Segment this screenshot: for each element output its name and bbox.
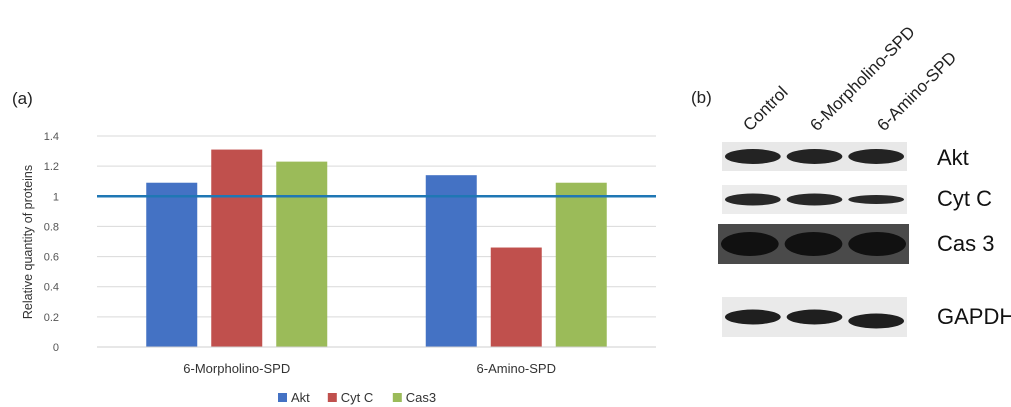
y-axis-title: Relative quantity of proteins xyxy=(21,165,35,319)
legend: Akt Cyt C Cas3 xyxy=(278,390,436,405)
y-tick-label: 0 xyxy=(53,342,59,354)
blot-row-label: Cyt C xyxy=(937,186,992,211)
y-tick-label: 0.6 xyxy=(44,252,59,264)
y-axis-ticks: 0 0.2 0.4 0.6 0.8 1 1.2 1.4 xyxy=(44,131,59,354)
panel-a-label: (a) xyxy=(12,89,33,108)
blot-band xyxy=(786,193,843,206)
blot-strip xyxy=(722,185,907,214)
blot-band xyxy=(725,309,781,325)
category-labels: 6-Morpholino-SPD 6-Amino-SPD xyxy=(183,361,556,376)
y-tick-label: 0.8 xyxy=(44,221,59,233)
blot-band xyxy=(848,313,905,329)
blot-band xyxy=(848,232,907,256)
bar-cyt-c-2 xyxy=(490,247,542,347)
legend-label: Akt xyxy=(291,390,310,405)
legend-swatch xyxy=(327,393,337,402)
blot-band xyxy=(786,309,843,325)
bar-cas3-1 xyxy=(276,161,328,347)
blot-band xyxy=(784,232,843,256)
blot-band xyxy=(848,149,905,164)
blot-row-label: Akt xyxy=(937,145,969,170)
blot-band xyxy=(786,149,843,164)
blot-band xyxy=(721,232,779,256)
blot-band xyxy=(848,195,905,204)
bar-chart: 0 0.2 0.4 0.6 0.8 1 1.2 1.4 6-Morpholino-SPD 6-A… xyxy=(21,131,656,405)
legend-swatch xyxy=(392,393,402,402)
y-tick-label: 1.2 xyxy=(44,161,59,173)
y-tick-label: 1.4 xyxy=(44,131,59,143)
blot-band xyxy=(725,149,781,164)
blot-strips xyxy=(718,142,909,337)
lane-label: Control xyxy=(739,83,791,135)
legend-label: Cyt C xyxy=(341,390,374,405)
legend-swatch xyxy=(278,393,287,402)
bar-cyt-c-1 xyxy=(211,149,263,347)
blot-strip xyxy=(718,224,909,264)
y-tick-label: 0.2 xyxy=(44,312,59,324)
bar-akt-2 xyxy=(425,175,477,347)
blot-row-label: GAPDH xyxy=(937,304,1011,329)
panel-b-label: (b) xyxy=(691,88,712,107)
blot-strip xyxy=(722,297,907,337)
blot-band xyxy=(725,193,781,206)
bar-cas3-2 xyxy=(555,182,607,347)
row-labels: Akt Cyt C Cas 3 GAPDH xyxy=(937,145,1011,329)
x-category-label: 6-Amino-SPD xyxy=(477,361,556,376)
x-category-label: 6-Morpholino-SPD xyxy=(183,361,290,376)
bar-akt-1 xyxy=(146,182,198,347)
legend-label: Cas3 xyxy=(406,390,436,405)
bars xyxy=(146,149,607,347)
blot-row-label: Cas 3 xyxy=(937,231,994,256)
y-tick-label: 1 xyxy=(53,191,59,203)
blot-strip xyxy=(722,142,907,171)
y-tick-label: 0.4 xyxy=(44,282,59,294)
